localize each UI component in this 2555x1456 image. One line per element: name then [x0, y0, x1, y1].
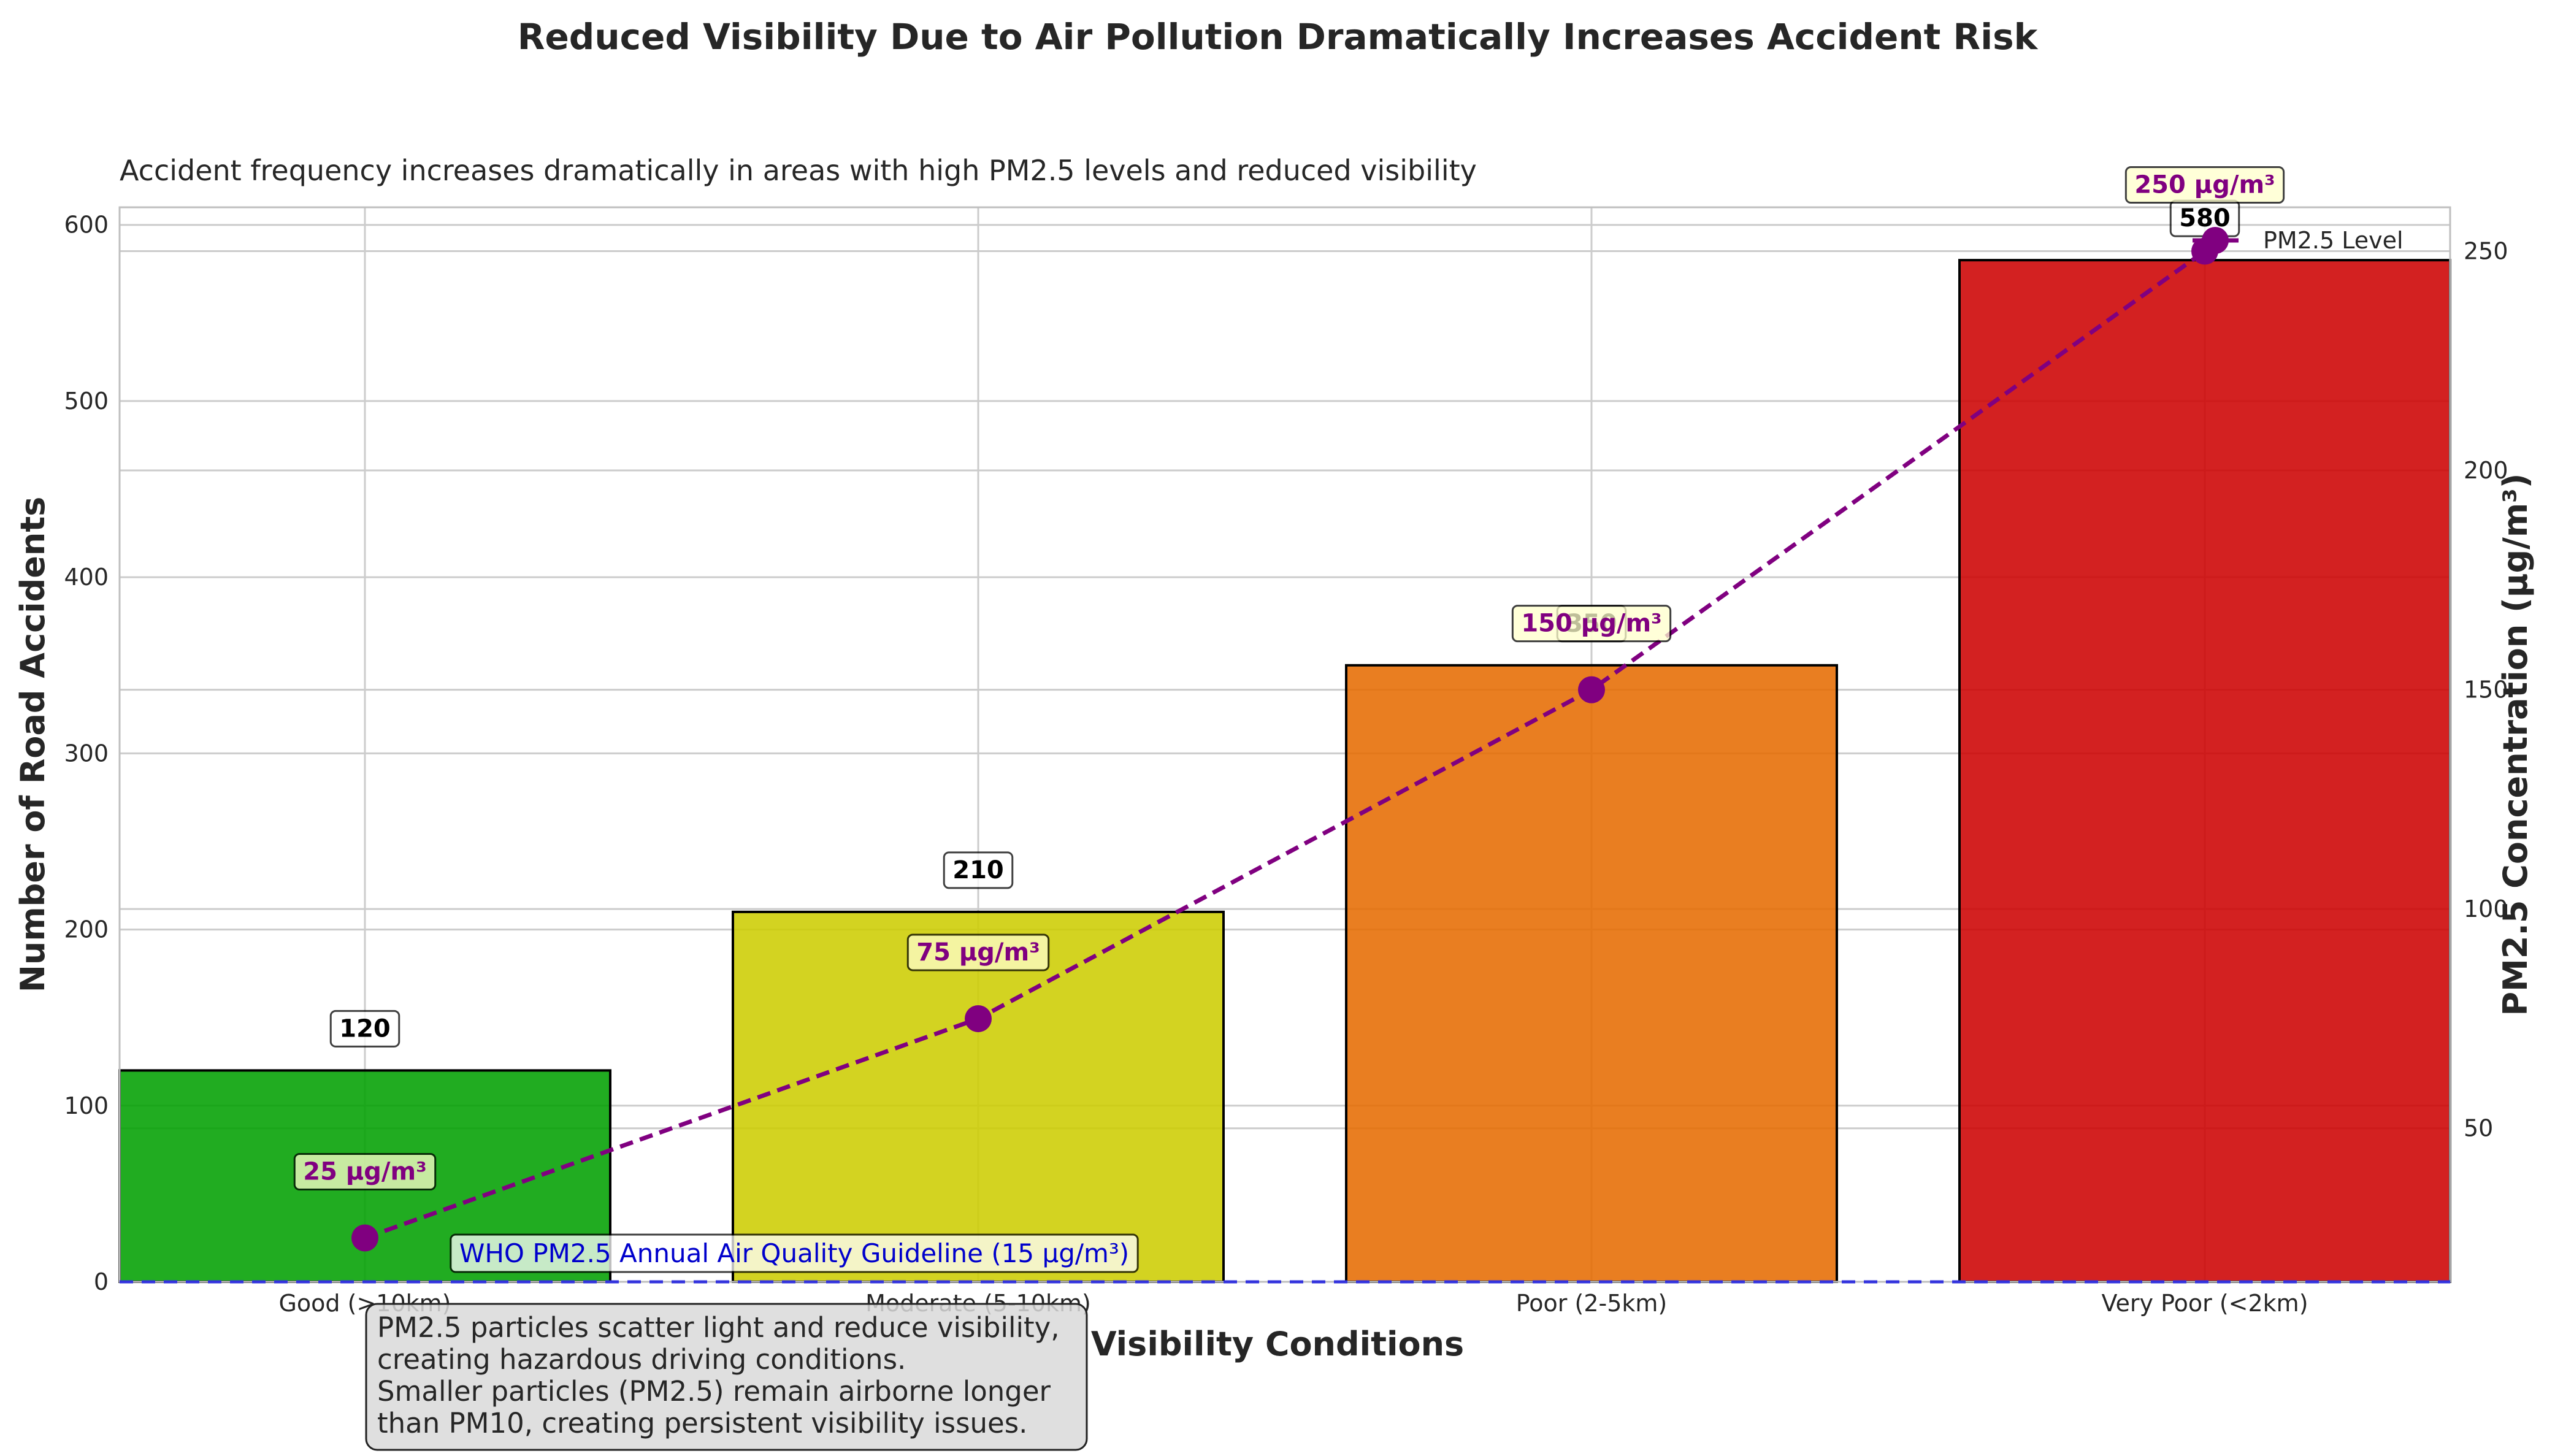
- y-tick-label: 400: [64, 564, 109, 591]
- x-tick-label: Poor (2-5km): [1516, 1290, 1668, 1317]
- y2-tick-label: 250: [2464, 238, 2508, 265]
- who-guideline-label: WHO PM2.5 Annual Air Quality Guideline (…: [459, 1238, 1129, 1268]
- who-guideline-label-box: [450, 1233, 1139, 1273]
- annotation-line: Smaller particles (PM2.5) remain airborn…: [377, 1375, 1051, 1408]
- who-guideline-label-group: WHO PM2.5 Annual Air Quality Guideline (…: [450, 1233, 1139, 1273]
- legend: PM2.5 Level: [2193, 227, 2404, 254]
- pm25-value-label-box: [1511, 605, 1672, 643]
- bar-value-label-group: 580: [2169, 199, 2240, 237]
- pm25-value-label: 250 μg/m³: [2134, 171, 2275, 199]
- annotation-line: than PM10, creating persistent visibilit…: [377, 1407, 1027, 1439]
- pm25-value-label: 75 μg/m³: [916, 938, 1040, 967]
- pm25-marker: [351, 1224, 378, 1252]
- y2-tick-label: 150: [2464, 676, 2508, 703]
- pm25-value-label-group: 25 μg/m³: [293, 1152, 437, 1190]
- pm25-value-label: 25 μg/m³: [303, 1157, 426, 1186]
- y-tick-label: 300: [64, 740, 109, 767]
- y2-axis-label: PM2.5 Concentration (μg/m³): [2496, 473, 2535, 1016]
- bar: [1345, 664, 1838, 1284]
- bar: [1958, 259, 2451, 1283]
- pm25-marker: [965, 1005, 992, 1032]
- y-tick-label: 0: [94, 1268, 109, 1295]
- bar-value-label-group: 210: [943, 851, 1014, 889]
- pm25-value-label-box: [906, 933, 1050, 971]
- pm25-value-label-box: [2124, 166, 2285, 204]
- y-tick-label: 500: [64, 388, 109, 415]
- pm25-value-label-group: 150 μg/m³: [1511, 605, 1672, 643]
- pm25-value-label-group: 250 μg/m³: [2124, 166, 2285, 204]
- pm25-line: [351, 237, 2218, 1252]
- pm25-value-label: 150 μg/m³: [1521, 610, 1661, 638]
- y-tick-label: 600: [64, 212, 109, 239]
- y2-tick-label: 200: [2464, 457, 2508, 484]
- chart-subtitle: Accident frequency increases dramaticall…: [120, 154, 1477, 187]
- bar-value-label: 120: [339, 1014, 391, 1043]
- annotation-box: PM2.5 particles scatter light and reduce…: [365, 1303, 1088, 1451]
- pm25-marker: [1578, 676, 1605, 703]
- y2-tick-label: 100: [2464, 895, 2508, 922]
- y-tick-label: 100: [64, 1092, 109, 1119]
- x-tick-label: Very Poor (<2km): [2101, 1290, 2308, 1317]
- plot-frame: [118, 206, 2451, 1283]
- y-axis-label: Number of Road Accidents: [13, 497, 52, 993]
- bar-value-label: 580: [2179, 204, 2231, 232]
- annotation-box-bg: [365, 1303, 1088, 1451]
- x-axis-label: Visibility Conditions: [1091, 1325, 1464, 1363]
- bar-value-label-box: [943, 851, 1014, 889]
- annotation-line: creating hazardous driving conditions.: [377, 1343, 906, 1376]
- chart-title: Reduced Visibility Due to Air Pollution …: [518, 16, 2039, 58]
- pm25-line-path: [364, 249, 2207, 1240]
- bar-value-label: 210: [952, 856, 1004, 884]
- legend-marker: [2202, 227, 2229, 254]
- pm25-value-label-box: [293, 1152, 437, 1190]
- bar-value-label-group: 120: [329, 1010, 400, 1048]
- annotation-line: PM2.5 particles scatter light and reduce…: [377, 1311, 1060, 1344]
- y-tick-label: 200: [64, 916, 109, 943]
- pm25-value-label-group: 75 μg/m³: [906, 933, 1050, 971]
- legend-label: PM2.5 Level: [2263, 227, 2404, 254]
- bar-value-label-box: [329, 1010, 400, 1048]
- y2-tick-label: 50: [2464, 1115, 2493, 1142]
